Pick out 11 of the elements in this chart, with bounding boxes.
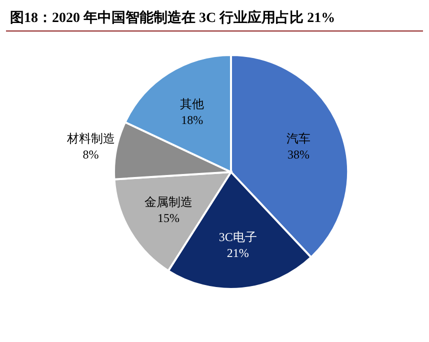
- data-label: 18%: [181, 112, 204, 127]
- slice-label: 金属制造: [144, 194, 193, 209]
- slice-label: 其他: [180, 96, 204, 111]
- data-label: 38%: [287, 147, 310, 162]
- slice-label: 3C电子: [218, 230, 257, 244]
- slice-label: 汽车: [286, 131, 310, 146]
- slice-label: 材料制造: [66, 131, 115, 146]
- data-label: 8%: [82, 147, 99, 162]
- chart-title: 图18：2020 年中国智能制造在 3C 行业应用占比 21%: [10, 9, 336, 26]
- data-label: 15%: [158, 210, 180, 225]
- data-label: 21%: [226, 246, 249, 260]
